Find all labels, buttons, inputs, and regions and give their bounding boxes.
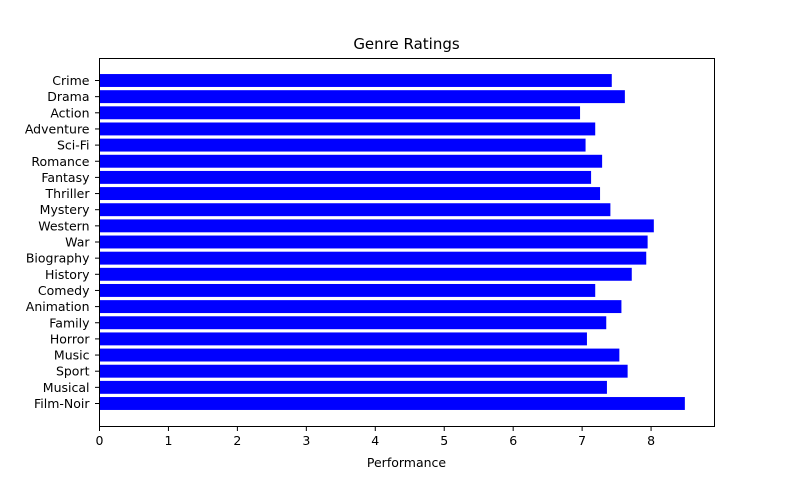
y-tick-label: Film-Noir xyxy=(34,396,90,411)
bar-history xyxy=(99,267,632,281)
x-tick-label: 0 xyxy=(96,433,104,448)
y-tick-label: Western xyxy=(38,218,89,233)
x-tick-label: 3 xyxy=(302,433,310,448)
bar-comedy xyxy=(99,283,596,297)
y-tick-label: Horror xyxy=(50,331,90,346)
y-tick-label: Biography xyxy=(26,251,90,266)
bar-thriller xyxy=(99,187,601,201)
bar-western xyxy=(99,219,654,233)
y-tick-label: Crime xyxy=(52,73,90,88)
x-tick-label: 6 xyxy=(509,433,517,448)
bar-war xyxy=(99,235,648,249)
bar-mystery xyxy=(99,203,611,217)
y-tick-label: Comedy xyxy=(38,283,90,298)
chart-title: Genre Ratings xyxy=(353,35,460,53)
bar-crime xyxy=(99,74,612,87)
bar-adventure xyxy=(99,122,596,136)
y-tick-label: Mystery xyxy=(40,202,90,217)
x-tick-label: 5 xyxy=(440,433,448,448)
y-tick-label: Action xyxy=(50,105,89,120)
y-tick-label: Animation xyxy=(26,299,90,314)
bar-family xyxy=(99,316,607,330)
x-tick-label: 1 xyxy=(164,433,172,448)
y-tick-label: Romance xyxy=(31,154,89,169)
y-tick-label: Adventure xyxy=(25,121,90,136)
y-tick-label: Drama xyxy=(47,89,89,104)
y-tick-label: Fantasy xyxy=(41,170,90,185)
x-axis-label: Performance xyxy=(367,455,447,470)
bar-music xyxy=(99,348,620,362)
bar-animation xyxy=(99,300,622,314)
bars-group xyxy=(99,74,685,410)
bar-musical xyxy=(99,380,607,394)
y-tick-label: Sci-Fi xyxy=(57,138,90,153)
bar-sport xyxy=(99,364,628,378)
x-tick-label: 7 xyxy=(578,433,586,448)
bar-biography xyxy=(99,251,647,265)
bar-film-noir xyxy=(99,397,685,410)
x-tick-label: 4 xyxy=(371,433,379,448)
bar-horror xyxy=(99,332,587,346)
y-tick-label: Music xyxy=(54,348,90,363)
y-tick-label: War xyxy=(65,235,90,250)
bar-action xyxy=(99,106,581,120)
y-tick-label: History xyxy=(45,267,90,282)
x-tick-label: 2 xyxy=(233,433,241,448)
y-tick-label: Family xyxy=(49,315,90,330)
bar-drama xyxy=(99,90,625,104)
bar-sci-fi xyxy=(99,138,586,152)
y-tick-label: Sport xyxy=(56,364,90,379)
bar-fantasy xyxy=(99,170,592,184)
bar-romance xyxy=(99,154,603,168)
y-axis-ticks: CrimeDramaActionAdventureSci-FiRomanceFa… xyxy=(25,73,100,411)
x-tick-label: 8 xyxy=(647,433,655,448)
plot-frame xyxy=(99,58,715,427)
x-axis-ticks: 0 1 2 3 4 5 6 7 8 xyxy=(96,426,655,448)
y-tick-label: Musical xyxy=(43,380,90,395)
y-tick-label: Thriller xyxy=(45,186,91,201)
